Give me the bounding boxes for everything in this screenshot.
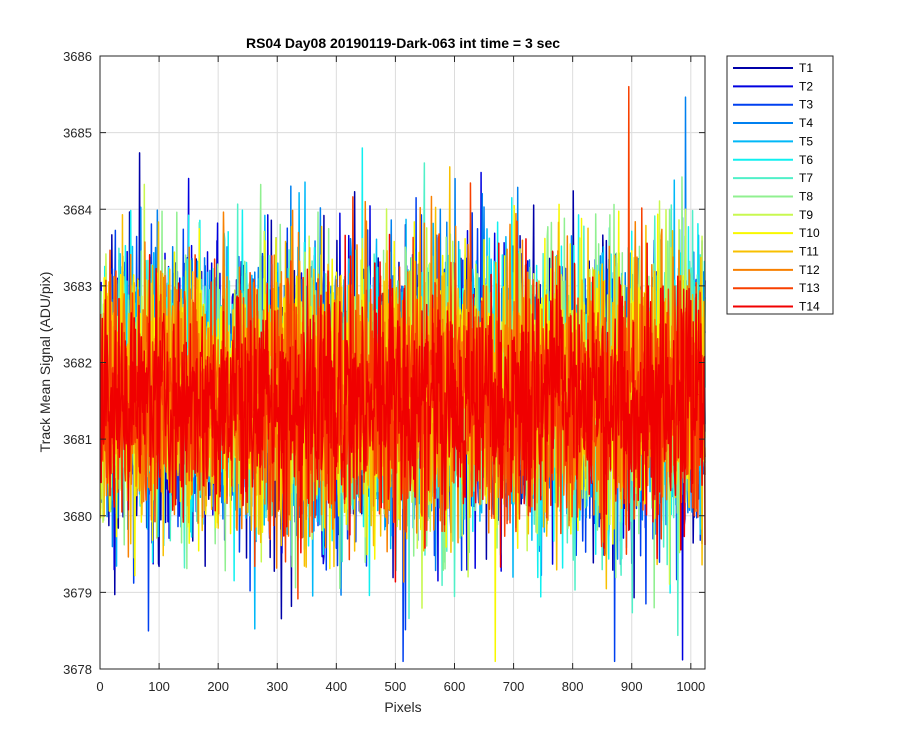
x-tick-label: 500 [385, 679, 407, 694]
legend-label-t2: T2 [799, 79, 813, 93]
legend-label-t1: T1 [799, 61, 813, 75]
y-tick-label: 3679 [63, 585, 92, 600]
x-tick-label: 900 [621, 679, 643, 694]
legend-label-t13: T13 [799, 281, 820, 295]
x-tick-label: 0 [96, 679, 103, 694]
series-lines [99, 85, 706, 663]
y-tick-label: 3681 [63, 432, 92, 447]
x-tick-label: 100 [148, 679, 170, 694]
legend-label-t14: T14 [799, 300, 820, 314]
legend-label-t7: T7 [799, 171, 813, 185]
legend-box [726, 55, 834, 315]
x-axis-ticks: 0 100 200 300 400 500 600 700 800 900 1000 [96, 56, 705, 694]
y-tick-label: 3686 [63, 49, 92, 64]
legend-label-t10: T10 [799, 226, 820, 240]
legend-label-t4: T4 [799, 116, 813, 130]
x-tick-label: 400 [325, 679, 347, 694]
y-axis-ticks: 3678 3679 3680 3681 3682 3683 3684 3685 3686 [63, 49, 705, 677]
x-tick-label: 1000 [676, 679, 705, 694]
x-axis-label: Pixels [384, 699, 421, 715]
legend-label-t5: T5 [799, 134, 813, 148]
x-tick-label: 600 [444, 679, 466, 694]
y-tick-label: 3682 [63, 356, 92, 371]
y-tick-label: 3683 [63, 279, 92, 294]
y-tick-label: 3684 [63, 202, 92, 217]
legend-label-t11: T11 [799, 245, 819, 259]
series-line-t14 [99, 233, 706, 583]
legend-label-t6: T6 [799, 153, 813, 167]
y-tick-label: 3685 [63, 126, 92, 141]
y-tick-label: 3678 [63, 662, 92, 677]
x-tick-label: 700 [503, 679, 525, 694]
legend-entries: T1 T2 T3 T4 T5 T6 T7 T8 T9 T10 T11 T12 T13 T14 [733, 61, 820, 314]
x-tick-label: 800 [562, 679, 584, 694]
x-tick-label: 300 [266, 679, 288, 694]
y-axis-label: Track Mean Signal (ADU/pix) [37, 272, 53, 453]
legend-label-t9: T9 [799, 208, 813, 222]
chart-title: RS04 Day08 20190119-Dark-063 int time = … [246, 35, 560, 51]
legend-label-t12: T12 [799, 263, 820, 277]
legend-label-t3: T3 [799, 98, 813, 112]
x-tick-label: 200 [207, 679, 229, 694]
legend: T1 T2 T3 T4 T5 T6 T7 T8 T9 T10 T11 T12 T13 T14 [726, 55, 834, 315]
y-tick-label: 3680 [63, 509, 92, 524]
legend-label-t8: T8 [799, 189, 813, 203]
